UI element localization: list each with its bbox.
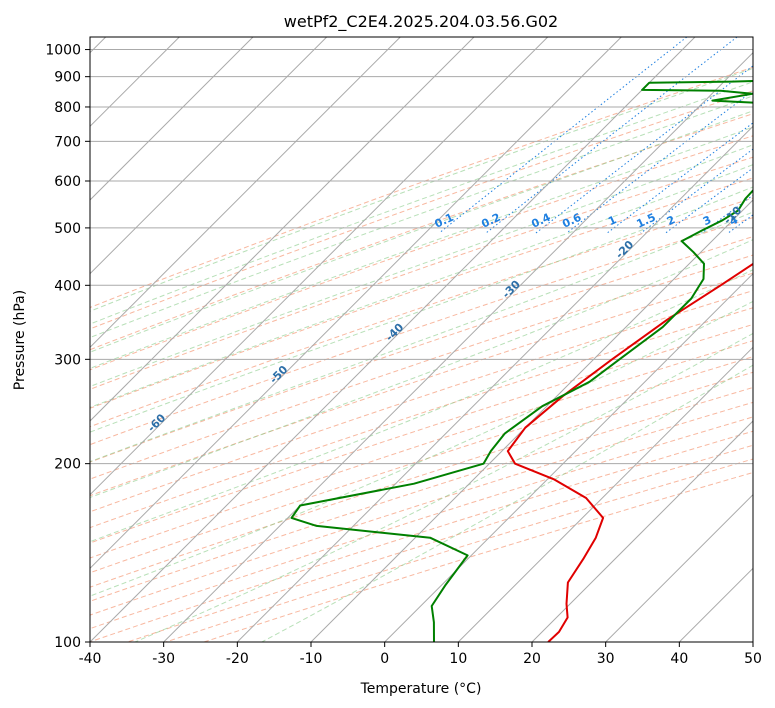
y-tick-label: 500 [54,221,81,237]
dry-adiabat-line [165,458,753,642]
moist-adiabat-line [90,126,753,369]
mixing-ratio-label: 2 [665,213,677,228]
y-tick-label: 600 [54,174,81,190]
moist-adiabat-line [90,67,753,312]
moist-adiabat-line [261,364,753,642]
y-tick-label: 400 [54,278,81,294]
y-axis-label: Pressure (hPa) [12,290,28,390]
moist-adiabat-line [90,239,753,499]
isotherm-line [605,493,753,642]
x-tick-label: 40 [670,651,688,667]
isotherm-line [678,567,753,642]
background-lines [90,37,775,642]
dry-adiabat-line [90,290,753,513]
dry-adiabat-line [90,371,753,588]
mixing-ratio-line [606,122,753,234]
moist-adiabat-line [134,332,753,642]
x-tick-label: 20 [523,651,541,667]
dry-adiabat-line [90,323,753,544]
dry-adiabat-line [90,356,753,574]
isotherm-line [163,51,753,642]
moist-adiabat-line [90,144,753,388]
x-tick-label: -10 [300,651,323,667]
isotherm-line [236,125,753,642]
dry-adiabat-line [203,471,753,642]
mixing-ratio-line [767,37,775,233]
moist-adiabat-line [90,186,753,433]
y-tick-label: 200 [54,457,81,473]
mixing-ratio-line [566,90,753,234]
isotherm-label: -20 [613,238,636,261]
y-tick-label: 1000 [45,43,81,59]
plot-frame [89,36,754,643]
dry-adiabat-line [90,66,753,309]
isotherm-line [384,272,753,642]
isotherm-line [90,37,401,349]
mixing-ratio-line [438,37,688,234]
y-tick-label: 100 [54,635,81,651]
profile-series [290,80,753,642]
mixing-ratio-line [535,65,753,234]
y-tick-label: 700 [54,134,81,150]
isotherm-line [90,37,622,570]
y-tick-label: 300 [54,352,81,368]
dry-adiabat-line [90,156,753,390]
isotherm-line [90,37,549,496]
x-tick-label: 0 [380,651,389,667]
moist-adiabat-line [90,211,753,463]
isotherm-label: -40 [383,320,406,343]
temperature-line [506,262,753,642]
mixing-ratio-line [640,148,753,234]
axis-ticks: -40 -30 -20 -10 0 10 20 30 40 50 100 200 300 400 500 60… [45,43,762,667]
x-tick-label: 10 [449,651,467,667]
x-tick-label: -30 [152,651,175,667]
line-labels: 0.10.20.40.611.52346810131620253036-100-… [23,203,775,483]
isotherm-label: -30 [500,277,523,300]
isotherm-line [457,346,753,642]
isotherm-line [531,420,753,642]
mixing-ratio-label: 6 [766,213,775,228]
isotherm-label: -60 [145,411,168,434]
y-tick-label: 900 [54,70,81,86]
dry-adiabat-line [90,340,753,559]
moist-adiabat-line [90,164,753,408]
y-tick-label: 800 [54,100,81,116]
dry-adiabat-line [90,177,753,409]
isotherm-line [90,37,254,201]
dry-adiabat-line [90,272,753,497]
x-tick-label: -40 [79,651,102,667]
x-tick-label: 30 [597,651,615,667]
dry-adiabat-line [90,254,753,480]
moist-adiabat-line [90,81,753,325]
isotherm-line [752,641,753,642]
isotherm-label: -50 [267,363,290,386]
dry-adiabat-line [90,416,753,630]
x-tick-label: 50 [744,651,762,667]
isotherm-line [90,37,328,275]
isotherm-line [90,37,475,422]
isotherm-label: -70 [23,460,46,483]
dry-adiabat-line [90,386,753,602]
moist-adiabat-line [90,95,753,339]
dry-adiabat-line [90,307,753,529]
isotherm-line [90,37,696,642]
x-tick-label: -20 [226,651,249,667]
isotherm-line [310,199,753,642]
dry-adiabat-line [90,113,753,351]
chart-title: wetPf2_C2E4.2025.204.03.56.G02 [284,12,558,32]
moist-adiabat-line [90,269,753,543]
mixing-ratio-line [701,194,753,234]
dewpoint-line [290,80,753,642]
mixing-ratio-line [665,167,753,234]
x-axis-label: Temperature (°C) [360,681,482,697]
